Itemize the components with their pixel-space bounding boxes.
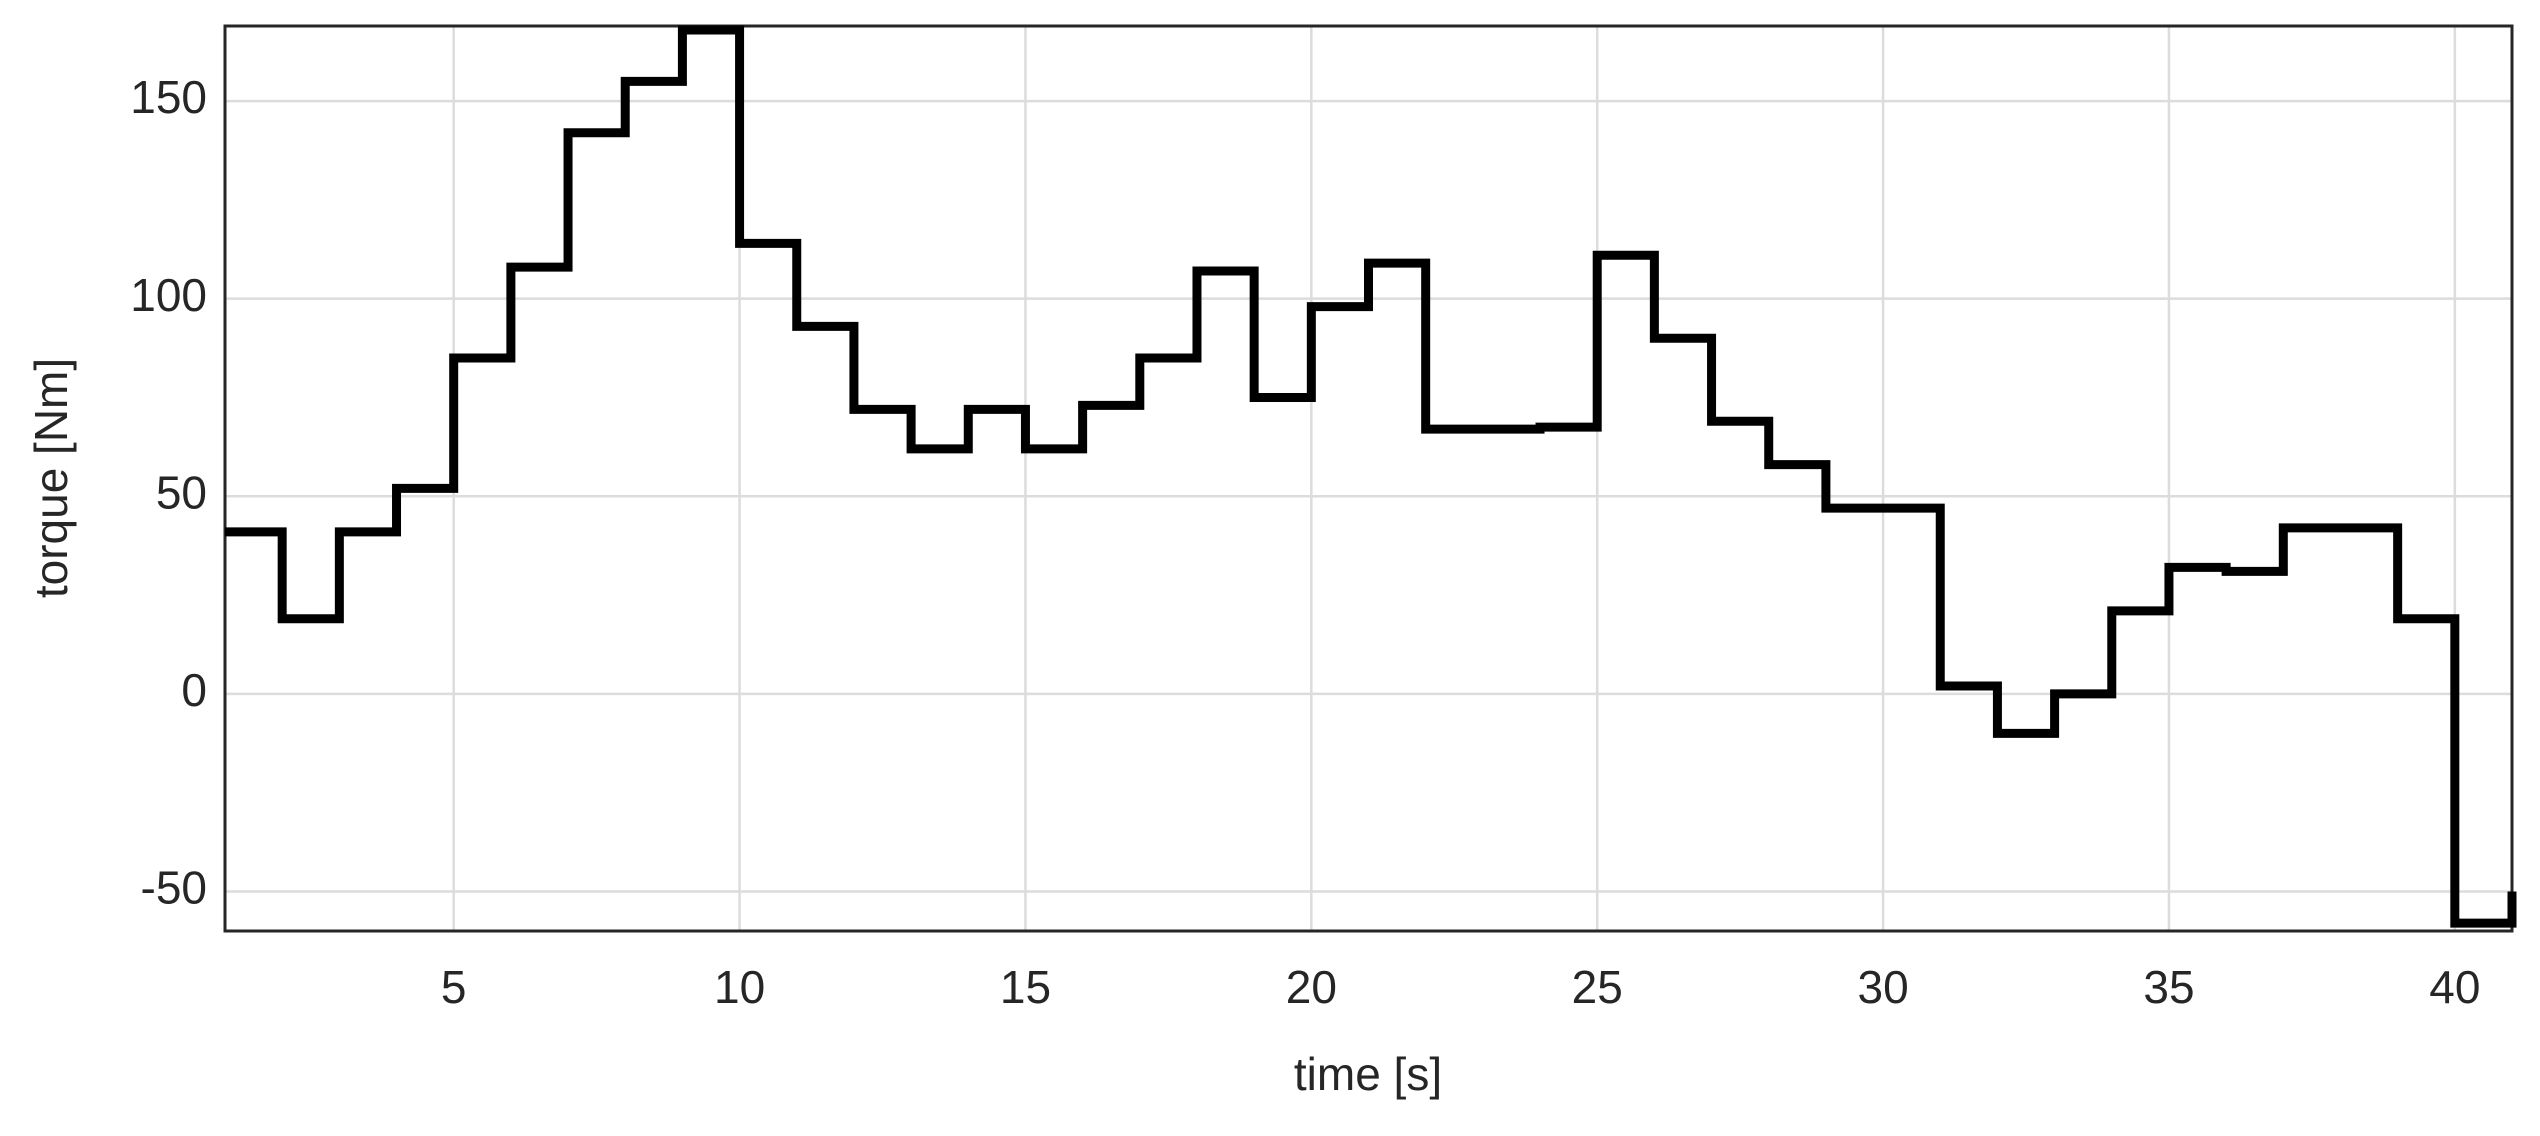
- y-tick-label: 150: [130, 71, 207, 123]
- y-axis-label: torque [Nm]: [25, 358, 77, 598]
- x-tick-label: 5: [441, 961, 467, 1013]
- y-tick-label: 50: [156, 466, 207, 518]
- x-axis-label: time [s]: [1294, 1048, 1442, 1100]
- x-tick-label: 40: [2429, 961, 2480, 1013]
- x-tick-label: 10: [714, 961, 765, 1013]
- x-tick-label: 35: [2143, 961, 2194, 1013]
- x-tick-label: 15: [1000, 961, 1051, 1013]
- x-tick-label: 30: [1857, 961, 1908, 1013]
- plot-frame: [223, 24, 2514, 933]
- stair-line: [225, 25, 2517, 928]
- y-tick-label: 0: [181, 664, 207, 716]
- x-tick-label: 25: [1572, 961, 1623, 1013]
- x-tick-label: 20: [1286, 961, 1337, 1013]
- y-tick-label: 100: [130, 269, 207, 321]
- y-tick-label: -50: [141, 862, 207, 914]
